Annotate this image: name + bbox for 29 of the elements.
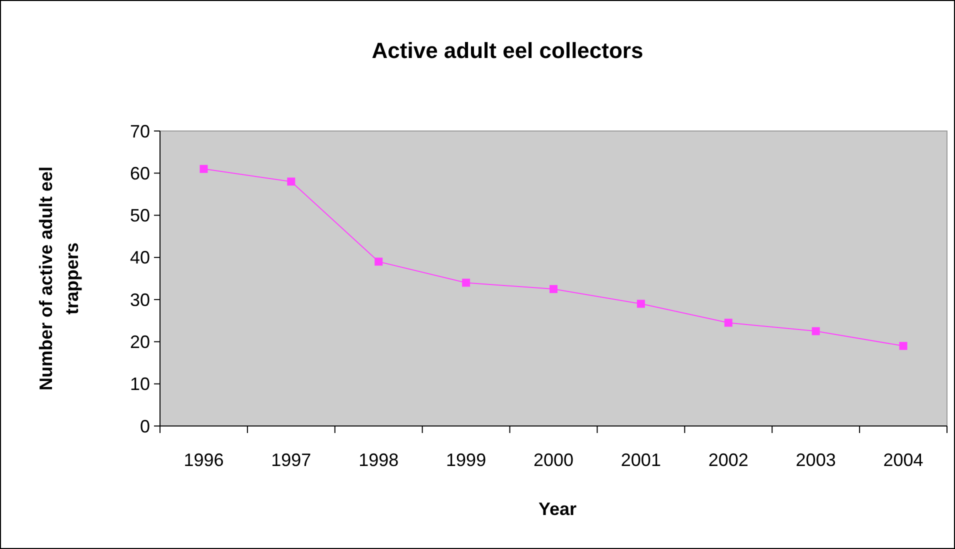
y-tick-label: 40 (130, 248, 150, 268)
point (899, 342, 908, 350)
x-tick-label: 2003 (796, 450, 836, 470)
y-tick-label: 30 (130, 290, 150, 310)
x-tick-label: 1997 (271, 450, 312, 470)
point (462, 278, 470, 287)
point (200, 164, 208, 173)
y-axis-title: Number of active adult eel trappers (36, 166, 82, 391)
x-tick-label: 1998 (358, 450, 399, 470)
point (550, 285, 558, 294)
x-tick-label: 2004 (883, 450, 924, 470)
y-tick-label: 70 (130, 121, 150, 142)
point (724, 318, 732, 327)
point (374, 258, 383, 266)
y-tick-label: 10 (130, 374, 150, 394)
x-tick-label: 1999 (446, 450, 486, 470)
x-axis-title: Year (538, 499, 577, 519)
y-tick-label: 60 (130, 163, 150, 184)
chart-title: Active adult eel collectors (372, 38, 644, 63)
y-tick-label: 50 (130, 206, 150, 226)
point (287, 178, 296, 186)
point (812, 327, 820, 336)
x-tick-label: 2001 (620, 450, 661, 470)
y-tick-label: 0 (140, 416, 150, 436)
x-tick-label: 2000 (533, 450, 574, 470)
x-tick-label: 1996 (184, 450, 224, 470)
point (636, 300, 645, 308)
y-tick-label: 20 (130, 332, 150, 352)
x-tick-label: 2002 (708, 450, 748, 470)
